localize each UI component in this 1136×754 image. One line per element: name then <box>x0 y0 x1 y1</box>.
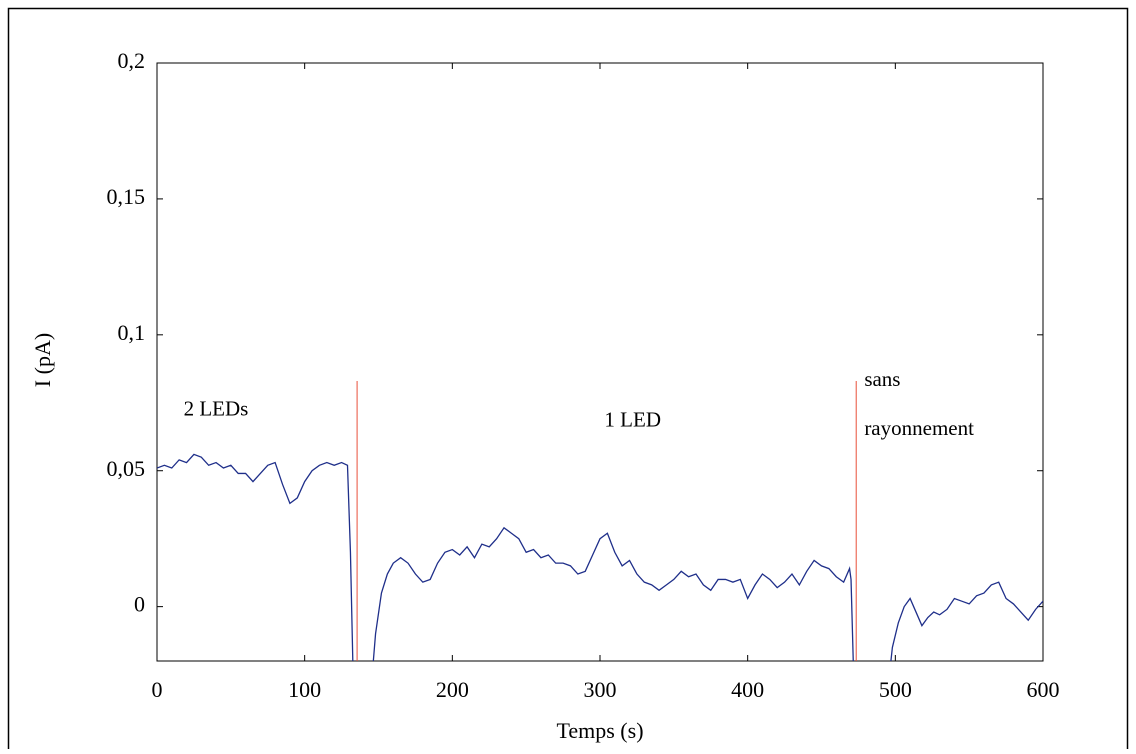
data-line <box>157 453 1043 661</box>
x-tick-label: 600 <box>1027 677 1060 702</box>
x-tick-label: 200 <box>436 677 469 702</box>
y-axis-label: I (pA) <box>30 333 55 387</box>
y-tick-label: 0 <box>134 592 145 617</box>
y-tick-label: 0,1 <box>118 320 146 345</box>
annotation: sans <box>864 367 900 391</box>
annotation: rayonnement <box>864 416 974 440</box>
x-axis-label: Temps (s) <box>556 718 643 743</box>
x-tick-label: 100 <box>288 677 321 702</box>
plot-area <box>156 62 1044 662</box>
annotation: 1 LED <box>604 408 661 432</box>
frame <box>7 7 1129 754</box>
annotation: 2 LEDs <box>184 397 249 421</box>
y-tick-label: 0,15 <box>107 184 146 209</box>
x-tick-label: 300 <box>584 677 617 702</box>
y-tick-label: 0,2 <box>118 48 146 73</box>
y-tick-label: 0,05 <box>107 456 146 481</box>
x-tick-label: 0 <box>152 677 163 702</box>
x-tick-label: 500 <box>879 677 912 702</box>
x-tick-label: 400 <box>731 677 764 702</box>
